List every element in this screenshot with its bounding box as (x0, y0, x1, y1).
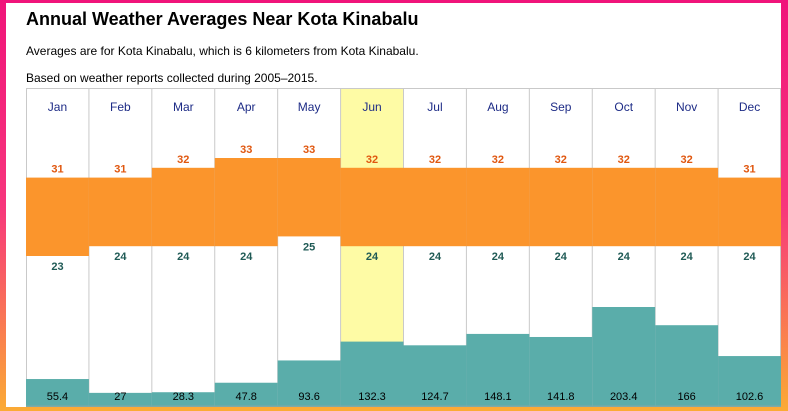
precip-bar (592, 307, 656, 406)
low-temp-label: 24 (618, 251, 631, 263)
precip-label: 166 (677, 391, 695, 403)
month-label: May (298, 100, 321, 114)
precip-label: 141.8 (547, 391, 575, 403)
low-temp-label: 24 (366, 251, 379, 263)
month-label: Jan (48, 100, 67, 114)
low-temp-label: 24 (743, 251, 756, 263)
precip-label: 47.8 (235, 391, 256, 403)
precip-bar (26, 379, 89, 406)
low-temp-label: 24 (429, 251, 442, 263)
temp-range-band (655, 167, 719, 247)
temp-range-band (466, 167, 530, 247)
month-label: Oct (614, 100, 633, 114)
data-period-note: Based on weather reports collected durin… (26, 71, 318, 85)
precip-label: 203.4 (610, 391, 638, 403)
low-temp-label: 24 (114, 251, 127, 263)
high-temp-label: 32 (618, 154, 630, 166)
chart-title: Annual Weather Averages Near Kota Kinaba… (26, 9, 419, 29)
month-label: Mar (173, 100, 194, 114)
temp-range-band (26, 177, 89, 256)
precip-bar (466, 333, 530, 406)
month-label: Jul (427, 100, 442, 114)
precip-label: 124.7 (421, 391, 449, 403)
temp-range-band (151, 167, 215, 247)
month-label: Dec (739, 100, 760, 114)
precip-label: 93.6 (298, 391, 319, 403)
temp-range-band (214, 158, 278, 247)
high-temp-label: 32 (177, 154, 189, 166)
low-temp-label: 24 (555, 251, 568, 263)
high-temp-label: 32 (681, 154, 693, 166)
high-temp-label: 32 (429, 154, 441, 166)
precip-bar (718, 356, 781, 406)
precip-label: 28.3 (173, 391, 194, 403)
precip-label: 148.1 (484, 391, 512, 403)
low-temp-label: 25 (303, 241, 315, 253)
low-temp-label: 24 (492, 251, 505, 263)
precip-bar (277, 360, 341, 406)
month-label: Feb (110, 100, 131, 114)
temp-range-band (592, 167, 656, 247)
precip-bar (151, 392, 215, 406)
month-label: Nov (676, 100, 697, 114)
precip-label: 27 (114, 391, 126, 403)
temp-range-band (88, 177, 152, 247)
high-temp-label: 33 (303, 144, 315, 156)
precip-bar (340, 341, 404, 406)
month-label: Jun (362, 100, 381, 114)
high-temp-label: 32 (555, 154, 567, 166)
precip-bar (88, 392, 152, 406)
high-temp-label: 32 (492, 154, 504, 166)
low-temp-label: 24 (681, 251, 694, 263)
high-temp-label: 31 (743, 164, 755, 176)
temp-range-band (718, 177, 781, 247)
location-note: Averages are for Kota Kinabalu, which is… (26, 44, 419, 58)
precip-label: 55.4 (47, 391, 68, 403)
precip-label: 132.3 (358, 391, 386, 403)
temp-range-band (277, 158, 341, 237)
month-label: Aug (487, 100, 508, 114)
high-temp-label: 32 (366, 154, 378, 166)
precip-label: 102.6 (736, 391, 764, 403)
precip-bar (214, 382, 278, 406)
month-label: Sep (550, 100, 572, 114)
low-temp-label: 24 (240, 251, 253, 263)
low-temp-label: 23 (51, 261, 63, 273)
precip-bar (403, 345, 467, 406)
temp-range-band (403, 167, 467, 247)
high-temp-label: 33 (240, 144, 252, 156)
precip-bar (529, 336, 593, 406)
weather-chart: Jan 31 23 55.4 Feb 31 24 27 Mar 32 24 28.3 Apr 33 24 47… (26, 88, 781, 407)
high-temp-label: 31 (114, 164, 126, 176)
month-label: Apr (237, 100, 256, 114)
temp-range-band (529, 167, 593, 247)
precip-bar (655, 325, 719, 406)
temp-range-band (340, 167, 404, 247)
high-temp-label: 31 (51, 164, 63, 176)
low-temp-label: 24 (177, 251, 190, 263)
chart-card: Annual Weather Averages Near Kota Kinaba… (6, 3, 781, 407)
